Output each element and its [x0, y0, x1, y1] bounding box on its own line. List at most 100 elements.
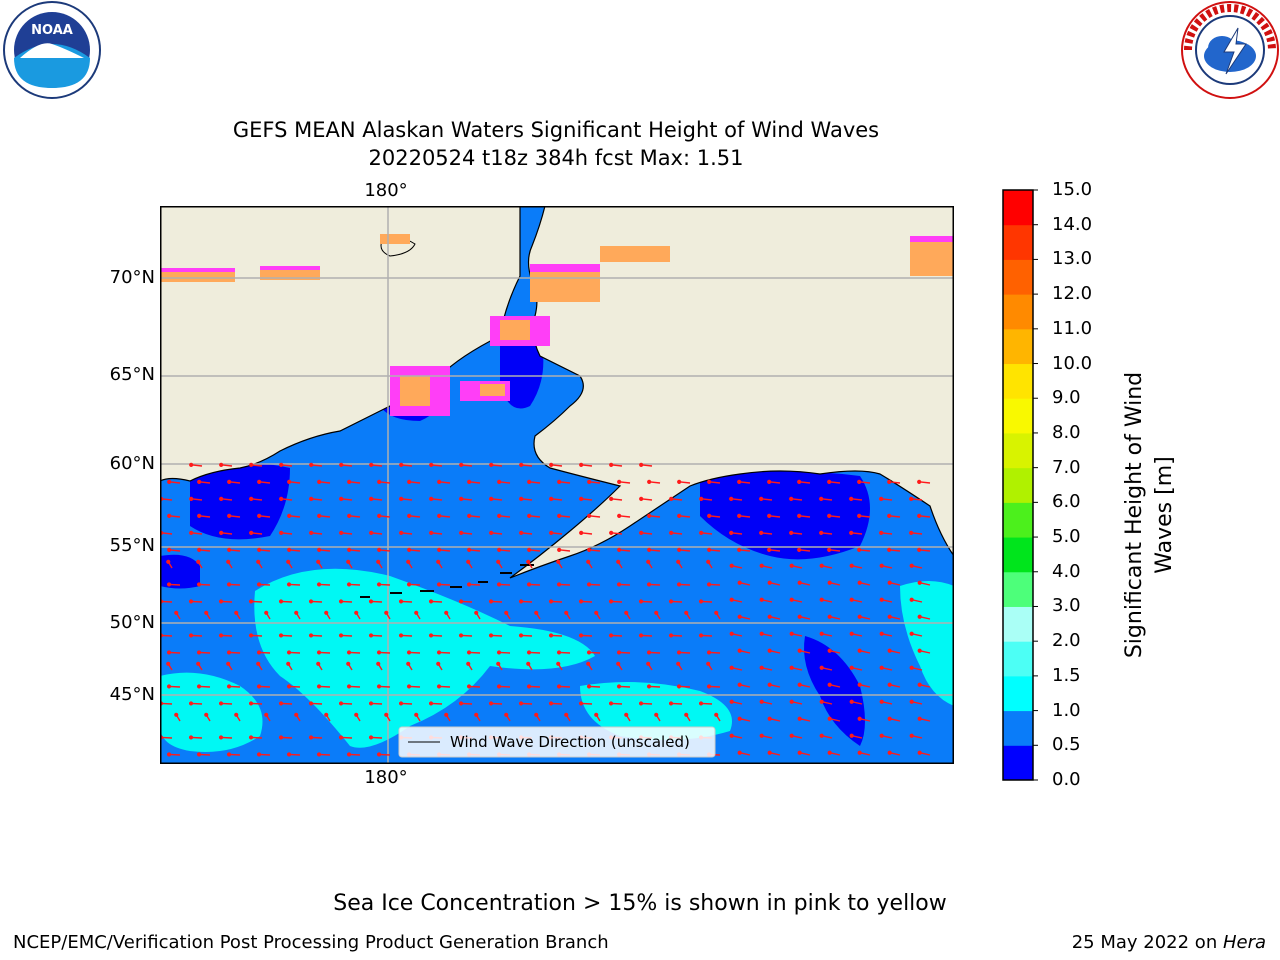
wave-direction-arrowhead	[827, 648, 832, 653]
wave-direction-arrowhead	[849, 733, 854, 738]
wave-direction-arrowhead	[346, 752, 352, 757]
wave-direction-arrowhead	[789, 733, 794, 738]
wave-direction-arrowhead	[676, 582, 682, 587]
wave-direction-arrowhead	[428, 633, 434, 638]
wave-direction-arrowhead	[789, 563, 794, 568]
wave-direction-arrowhead	[594, 610, 599, 615]
colorbar-tick-label: 13.0	[1052, 248, 1093, 270]
wave-direction-arrowhead	[737, 547, 742, 552]
wave-direction-arrowhead	[398, 633, 404, 638]
colorbar-tick-label: 15.0	[1052, 179, 1093, 200]
wave-direction-arrowhead	[294, 712, 299, 717]
wave-direction-arrowhead	[534, 712, 539, 717]
wave-direction-arrowhead	[909, 563, 914, 568]
wave-direction-arrowhead	[368, 633, 374, 638]
wave-direction-arrowhead	[309, 496, 314, 501]
wave-direction-arrowhead	[287, 547, 292, 552]
wave-direction-arrowhead	[586, 684, 592, 689]
wave-direction-arrowhead	[587, 513, 592, 518]
wave-direction-arrowhead	[616, 582, 622, 587]
wave-direction-arrowhead	[706, 582, 712, 587]
wave-direction-arrowhead	[346, 661, 351, 666]
wave-direction-arrowhead	[376, 582, 382, 587]
wave-direction-arrowhead	[459, 530, 464, 535]
wave-direction-arrowhead	[819, 496, 824, 501]
wave-direction-arrowhead	[338, 701, 344, 706]
wave-direction-arrowhead	[548, 701, 554, 706]
wave-direction-arrowhead	[548, 633, 554, 638]
wave-direction-arrowhead	[668, 633, 674, 638]
wave-direction-arrowhead	[437, 547, 442, 552]
wave-direction-arrowhead	[556, 661, 561, 666]
wave-direction-arrowhead	[737, 479, 742, 484]
wave-direction-arrowhead	[407, 479, 412, 484]
wave-direction-arrowhead	[196, 684, 202, 689]
wave-direction-arrowhead	[789, 530, 794, 535]
colorbar-tick-label: 0.5	[1052, 734, 1081, 756]
wave-direction-arrowhead	[278, 599, 284, 604]
wave-direction-arrowhead	[849, 530, 854, 535]
wave-direction-arrowhead	[226, 559, 231, 564]
lat-label-70: 70°N	[109, 267, 155, 288]
wave-direction-arrowhead	[317, 513, 322, 518]
wave-direction-arrowhead	[376, 684, 382, 689]
wave-direction-arrowhead	[879, 496, 884, 501]
wave-direction-arrowhead	[887, 750, 892, 755]
wave-direction-arrowhead	[729, 733, 734, 738]
wave-direction-arrowhead	[196, 752, 202, 757]
wave-direction-arrowhead	[429, 530, 434, 535]
wave-direction-arrowhead	[759, 733, 764, 738]
wave-direction-arrowhead	[436, 582, 442, 587]
wave-direction-arrowhead	[437, 479, 442, 484]
wave-direction-arrowhead	[857, 648, 862, 653]
wave-direction-arrowhead	[414, 712, 419, 717]
wave-direction-arrowhead	[579, 496, 584, 501]
wave-direction-arrowhead	[369, 462, 374, 467]
wave-direction-arrowhead	[489, 496, 494, 501]
wave-height-low-zone	[700, 471, 870, 560]
wave-direction-arrowhead	[857, 513, 862, 518]
wave-direction-arrowhead	[444, 712, 449, 717]
footer-date: 25 May 2022 on Hera	[1072, 932, 1266, 953]
wave-direction-arrowhead	[617, 547, 622, 552]
wave-direction-arrowhead	[466, 650, 472, 655]
colorbar-tick-label: 11.0	[1052, 317, 1093, 339]
wave-direction-arrowhead	[428, 701, 434, 706]
wave-direction-arrowhead	[857, 547, 862, 552]
wave-direction-arrowhead	[797, 648, 802, 653]
colorbar-bin	[1003, 294, 1033, 330]
wave-direction-arrowhead	[354, 712, 359, 717]
wave-direction-arrowhead	[226, 582, 232, 587]
colorbar-tick-label: 1.5	[1052, 664, 1081, 686]
wave-direction-arrowhead	[257, 513, 262, 518]
wave-direction-arrowhead	[849, 665, 854, 670]
wave-direction-arrowhead	[879, 530, 884, 535]
wave-direction-arrowhead	[676, 650, 682, 655]
wave-direction-arrowhead	[496, 559, 501, 564]
noaa-logo-icon: NOAA	[3, 1, 101, 99]
wave-direction-arrowhead	[714, 712, 719, 717]
colorbar-bin	[1003, 432, 1033, 469]
wave-direction-arrowhead	[459, 496, 464, 501]
wave-direction-arrowhead	[557, 479, 562, 484]
wave-direction-arrowhead	[174, 712, 179, 717]
wave-direction-arrowhead	[594, 712, 599, 717]
wave-direction-arrowhead	[377, 547, 382, 552]
wave-direction-arrowhead	[316, 559, 321, 564]
wave-direction-arrowhead	[316, 661, 321, 666]
wave-direction-arrowhead	[616, 559, 621, 564]
wave-direction-arrowhead	[488, 701, 494, 706]
wave-direction-arrowhead	[684, 610, 689, 615]
wave-direction-arrowhead	[489, 462, 494, 467]
wave-direction-arrowhead	[767, 614, 772, 619]
wave-direction-arrowhead	[767, 716, 772, 721]
wave-direction-arrowhead	[676, 661, 681, 666]
wave-direction-arrowhead	[166, 752, 172, 757]
wave-direction-arrowhead	[917, 648, 922, 653]
colorbar-bin	[1003, 710, 1033, 746]
wave-direction-arrowhead	[789, 699, 794, 704]
wave-direction-arrowhead	[677, 479, 682, 484]
wave-direction-arrowhead	[879, 733, 884, 738]
wave-direction-arrowhead	[729, 699, 734, 704]
wave-direction-arrowhead	[819, 665, 824, 670]
